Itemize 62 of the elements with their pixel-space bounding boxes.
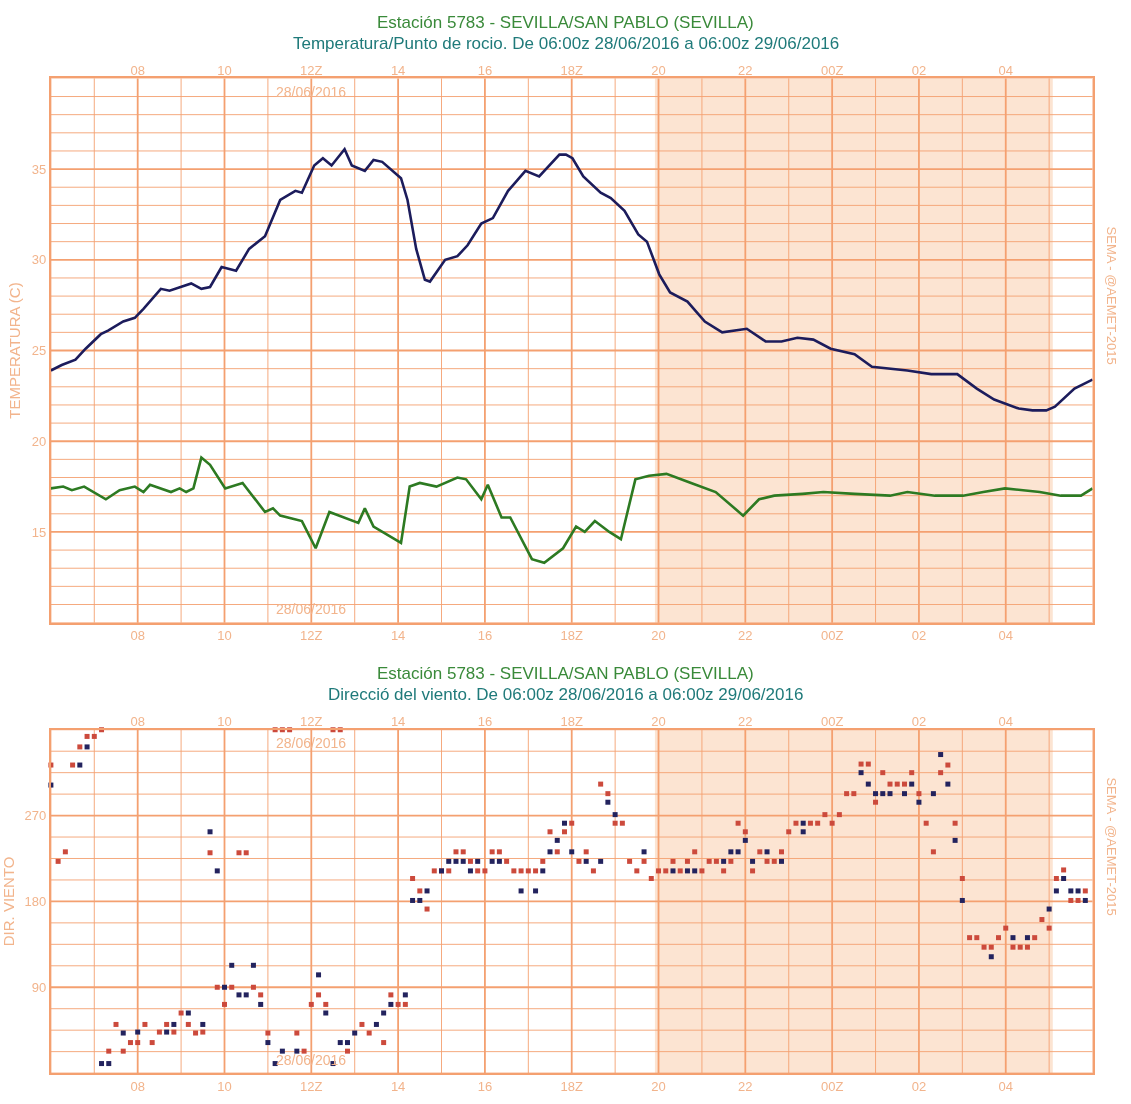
x2-tick-label: 04 — [998, 628, 1013, 644]
x2-tick-label: 08 — [130, 628, 145, 644]
y-tick-label: 30 — [31, 252, 47, 268]
x-tick-label: 20 — [651, 714, 666, 730]
chart-title: Estación 5783 - SEVILLA/SAN PABLO (SEVILLA) — [377, 664, 754, 683]
y-tick-label: 90 — [31, 979, 47, 995]
y-tick-label: 20 — [31, 433, 47, 449]
x-tick-label: 14 — [390, 62, 406, 78]
x2-tick-label: 22 — [738, 1078, 753, 1094]
x2-tick-label: 20 — [651, 1078, 666, 1094]
x2-tick-label: 12Z — [300, 628, 323, 644]
x2-tick-label: 22 — [738, 628, 753, 644]
x2-tick-label: 12Z — [300, 1078, 323, 1094]
x-tick-label: 08 — [130, 62, 145, 78]
y-tick-label: 270 — [24, 808, 47, 824]
line-series — [50, 147, 1093, 412]
x2-tick-label: 04 — [998, 1078, 1013, 1094]
y-axis-title: DIR. VIENTO — [0, 856, 17, 947]
x-tick-label: 12Z — [300, 62, 323, 78]
x-tick-label: 04 — [998, 62, 1013, 78]
x-tick-label: 12Z — [300, 714, 323, 730]
x-tick-label: 16 — [477, 62, 493, 78]
x-tick-label: 00Z — [820, 62, 844, 78]
x2-tick-label: 18Z — [560, 1078, 583, 1094]
x-tick-label: 18Z — [560, 714, 583, 730]
line-series — [50, 456, 1093, 565]
x-tick-label: 14 — [390, 714, 406, 730]
x2-tick-label: 14 — [390, 628, 406, 644]
x2-tick-label: 14 — [390, 1078, 406, 1094]
x2-tick-label: 16 — [477, 1078, 493, 1094]
x-tick-label: 18Z — [560, 62, 583, 78]
chart-subtitle: Direcció del viento. De 06:00z 28/06/2016 a 06:00z 29/06/2016 — [328, 685, 804, 704]
x-tick-label: 02 — [911, 714, 927, 730]
x-tick-label: 04 — [998, 714, 1013, 730]
x2-tick-label: 16 — [477, 628, 493, 644]
x-tick-label: 22 — [738, 62, 753, 78]
y-tick-label: 15 — [31, 524, 47, 540]
y-tick-label: 35 — [31, 161, 47, 177]
x2-tick-label: 00Z — [820, 1078, 844, 1094]
x-tick-label: 22 — [738, 714, 753, 730]
x2-tick-label: 10 — [217, 628, 232, 644]
x2-tick-label: 02 — [911, 1078, 927, 1094]
x2-tick-label: 10 — [217, 1078, 232, 1094]
x-tick-label: 20 — [651, 62, 666, 78]
x2-tick-label: 02 — [911, 628, 927, 644]
x2-tick-label: 00Z — [820, 628, 844, 644]
x2-tick-label: 08 — [130, 1078, 145, 1094]
x-tick-label: 10 — [217, 714, 232, 730]
text: SEMA - @AEMET-2015 — [1104, 226, 1120, 365]
x-tick-label: 00Z — [820, 714, 844, 730]
y-tick-label: 180 — [24, 893, 47, 909]
x2-tick-label: 18Z — [560, 628, 583, 644]
x-tick-label: 08 — [130, 714, 145, 730]
text: SEMA - @AEMET-2015 — [1103, 777, 1119, 916]
y-tick-label: 25 — [31, 343, 47, 359]
y-axis-title: TEMPERATURA (C) — [5, 282, 23, 419]
x-tick-label: 02 — [911, 62, 927, 78]
chart-title: Estación 5783 - SEVILLA/SAN PABLO (SEVILLA) — [377, 13, 754, 32]
x2-tick-label: 20 — [651, 628, 666, 644]
x-tick-label: 16 — [477, 714, 493, 730]
chart-subtitle: Temperatura/Punto de rocio. De 06:00z 28/06/2016 a 06:00z 29/06/2016 — [293, 34, 840, 53]
x-tick-label: 10 — [217, 62, 232, 78]
